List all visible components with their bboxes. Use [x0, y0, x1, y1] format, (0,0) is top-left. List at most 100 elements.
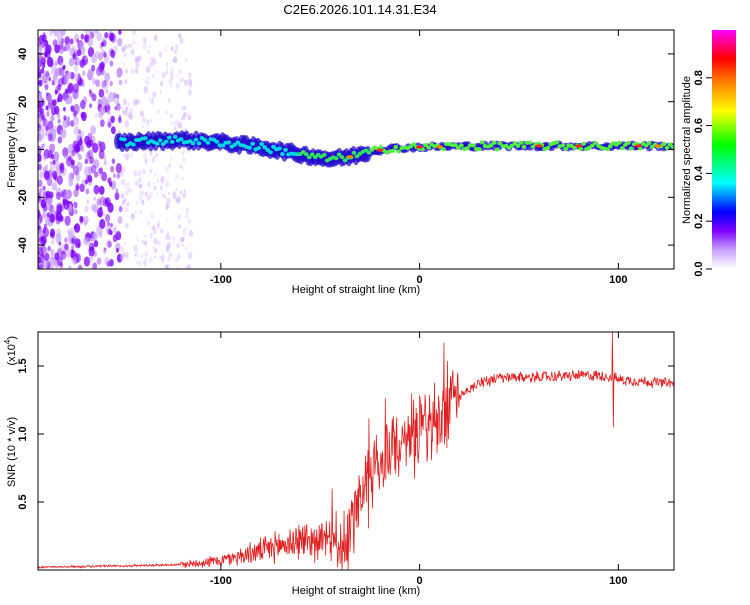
spectrogram-noise-blob — [106, 260, 111, 267]
spectrogram-noise-blob — [105, 89, 109, 94]
spectrogram-noise-blob — [100, 61, 106, 69]
spectrogram-noise-blob — [165, 69, 169, 75]
spectrogram-track-core — [280, 152, 285, 157]
spectrogram-peak — [416, 145, 424, 149]
spectrogram-noise-blob — [189, 243, 192, 247]
spectrogram-noise-blob — [110, 115, 115, 124]
spectrogram-noise-blob — [99, 206, 103, 211]
spectrogram-noise-blob — [141, 239, 144, 245]
spectrogram-noise-blob — [104, 32, 109, 39]
spectrogram-noise-blob — [45, 120, 49, 125]
spectrogram-noise-blob — [156, 191, 159, 196]
spectrogram-noise-blob — [57, 83, 62, 91]
spectrogram-noise-blob — [42, 32, 46, 38]
spectrogram-noise-blob — [151, 156, 156, 163]
spectrogram-noise-blob — [145, 65, 151, 73]
spectrogram-noise-blob — [134, 57, 139, 65]
spectrogram-noise-blob — [73, 83, 79, 93]
spectrogram-noise-blob — [185, 265, 188, 269]
spectrogram-noise-blob — [83, 256, 91, 267]
spectrogram-noise-blob — [181, 77, 184, 82]
spectrogram-noise-blob — [170, 121, 173, 125]
spectrogram-track-core — [259, 141, 264, 146]
spectrogram-noise-blob — [118, 205, 123, 213]
spectrogram-noise-blob — [68, 172, 74, 182]
spectrogram-noise-blob — [164, 190, 167, 194]
spectrogram-track-core — [235, 140, 241, 145]
spectrogram-track-core — [226, 140, 232, 145]
spectrogram-noise-blob — [157, 109, 160, 114]
spectrogram-noise-blob — [107, 202, 114, 213]
spectrogram-noise-blob — [47, 57, 54, 68]
spectrogram-noise-blob — [160, 255, 165, 263]
spectrogram-noise-blob — [167, 98, 170, 102]
spectrogram-peak — [346, 155, 354, 159]
spectrogram-track-core — [560, 143, 566, 148]
spectrogram-track-core — [172, 134, 178, 139]
spectrogram-noise-blob — [175, 188, 178, 191]
spectrogram-noise-blob — [112, 226, 117, 234]
spectrogram-noise-blob — [84, 205, 89, 213]
spectrogram-noise-blob — [98, 231, 103, 238]
spectrogram-track-core — [619, 146, 625, 151]
spectrogram-noise-blob — [185, 206, 190, 214]
spectrogram-noise-blob — [147, 220, 151, 226]
spectrogram-noise-blob — [173, 56, 178, 64]
spectrogram-noise-blob — [62, 64, 66, 70]
snr-x-tick-label: 0 — [417, 575, 423, 587]
spectrogram-track-core — [616, 140, 622, 145]
spectrogram-noise-blob — [122, 251, 126, 258]
spectrogram-noise-blob — [38, 220, 41, 227]
spectrogram-noise-blob — [84, 34, 89, 43]
spectrogram-noise-blob — [180, 164, 183, 169]
spectrogram-noise-blob — [183, 111, 187, 117]
spectrogram-noise-blob — [150, 118, 153, 122]
spectrogram-noise-blob — [181, 243, 184, 247]
spectrogram-noise-blob — [124, 79, 128, 85]
spectrogram-noise-blob — [126, 202, 130, 207]
spectrogram-noise-blob — [63, 199, 70, 210]
spectrogram-noise-blob — [125, 251, 129, 258]
spectrogram-noise-blob — [94, 113, 98, 118]
spectrogram-noise-blob — [166, 219, 169, 223]
spectrogram-noise-blob — [80, 146, 85, 153]
spectrogram-noise-blob — [142, 152, 148, 160]
spectrogram-noise-blob — [165, 203, 170, 210]
spectrogram-noise-blob — [110, 49, 114, 55]
spectrogram-noise-blob — [124, 77, 129, 83]
spectrogram-noise-blob — [112, 173, 116, 179]
spectrogram-noise-blob — [149, 169, 152, 173]
spectrogram-noise-blob — [133, 170, 138, 177]
spectrogram-noise-blob — [49, 213, 56, 223]
spectrogram-noise-blob — [38, 122, 42, 132]
spectrogram-noise-blob — [77, 264, 83, 269]
spectrogram-noise-blob — [109, 32, 115, 42]
spectrogram-noise-blob — [168, 251, 173, 259]
spectrogram-noise-blob — [43, 223, 47, 229]
spectrogram-noise-blob — [135, 200, 139, 206]
spectrogram-track-core — [667, 142, 673, 147]
spectrogram-noise-blob — [58, 85, 62, 90]
spectrogram-noise-blob — [130, 152, 134, 157]
spectrogram-noise-blob — [167, 256, 171, 263]
spectrogram-noise-blob — [46, 56, 54, 67]
spectrogram-track-core — [321, 152, 327, 157]
spectrogram-noise-blob — [159, 90, 162, 93]
spectrogram-noise-blob — [72, 165, 79, 176]
spectrogram-track-core — [393, 145, 399, 150]
spectrogram-noise-blob — [68, 265, 72, 269]
snr-y-tick-label: 1.0 — [17, 426, 29, 441]
spectrogram-noise-blob — [73, 125, 80, 136]
spectrogram-noise-blob — [121, 46, 126, 53]
spectrogram-noise-blob — [124, 183, 129, 191]
spectrogram-noise-blob — [156, 178, 160, 183]
spectrogram-noise-blob — [174, 198, 178, 203]
spectrogram-noise-blob — [57, 136, 63, 144]
spectrogram-noise-blob — [96, 198, 102, 206]
spectrogram-noise-blob — [115, 247, 119, 253]
spectrogram-noise-blob — [178, 78, 183, 84]
spectrogram-noise-blob — [92, 142, 99, 154]
spectrogram-noise-blob — [118, 79, 123, 86]
spectrogram-noise-blob — [65, 156, 73, 167]
spectrogram-noise-blob — [123, 254, 126, 259]
